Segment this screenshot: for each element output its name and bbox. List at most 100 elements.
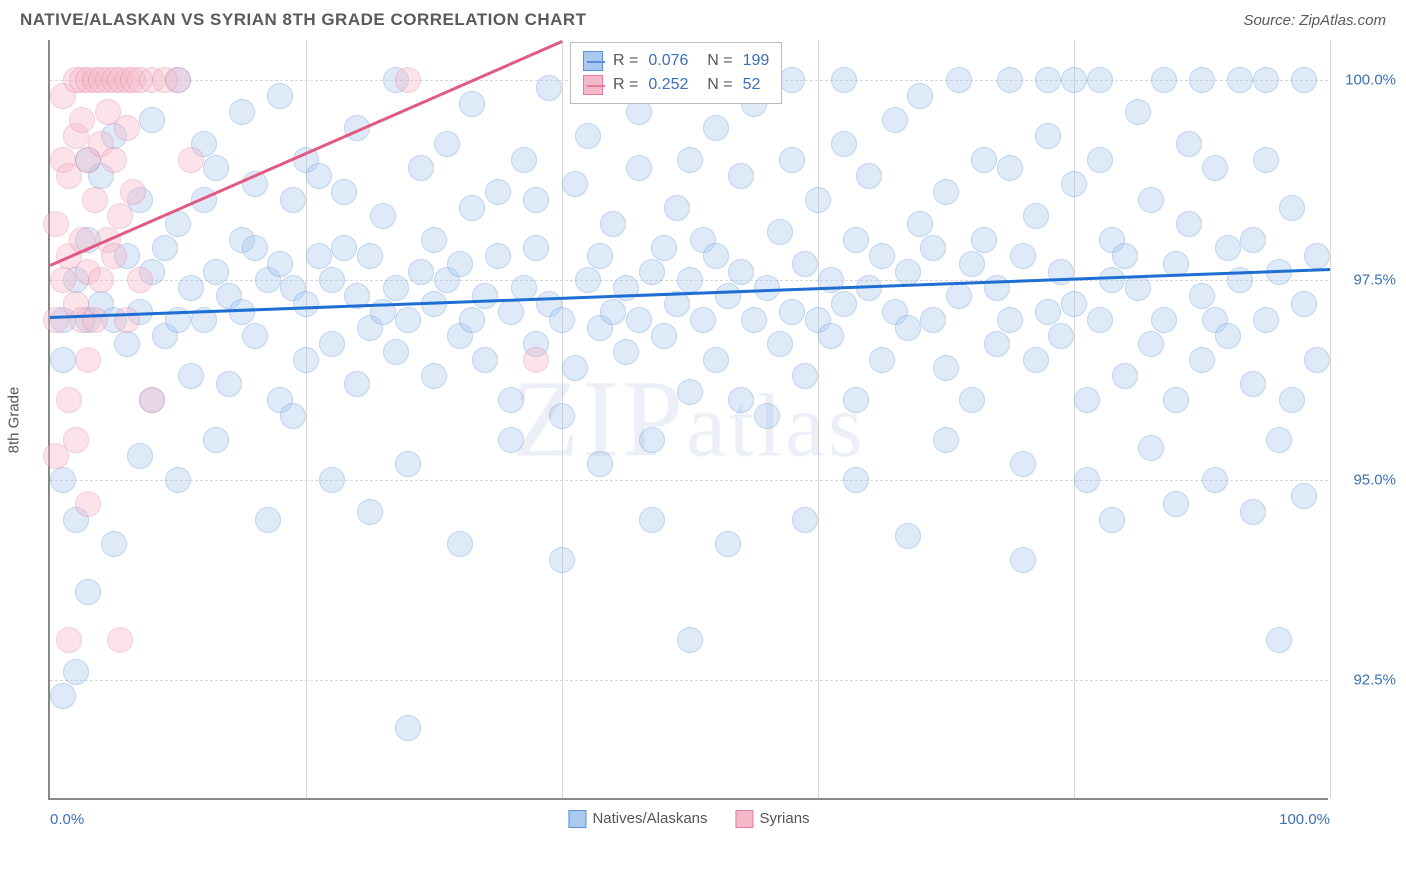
scatter-point <box>767 219 793 245</box>
scatter-point <box>139 387 165 413</box>
scatter-point <box>69 107 95 133</box>
scatter-point <box>728 387 754 413</box>
scatter-point <box>1266 427 1292 453</box>
scatter-point <box>843 387 869 413</box>
scatter-point <box>1010 451 1036 477</box>
scatter-point <box>56 387 82 413</box>
scatter-point <box>1202 467 1228 493</box>
scatter-point <box>677 379 703 405</box>
scatter-point <box>997 307 1023 333</box>
scatter-point <box>959 387 985 413</box>
scatter-point <box>626 307 652 333</box>
scatter-point <box>1189 347 1215 373</box>
scatter-point <box>677 147 703 173</box>
scatter-point <box>907 83 933 109</box>
scatter-point <box>1087 147 1113 173</box>
scatter-point <box>869 347 895 373</box>
stats-row: R = 0.252 N = 52 <box>583 73 769 97</box>
scatter-point <box>395 715 421 741</box>
scatter-point <box>715 531 741 557</box>
scatter-point <box>408 259 434 285</box>
scatter-point <box>1227 67 1253 93</box>
scatter-point <box>485 179 511 205</box>
scatter-point <box>1253 67 1279 93</box>
scatter-point <box>421 227 447 253</box>
scatter-point <box>933 427 959 453</box>
scatter-point <box>523 347 549 373</box>
scatter-point <box>267 83 293 109</box>
scatter-point <box>1061 171 1087 197</box>
scatter-point <box>984 331 1010 357</box>
stats-n-label: N = <box>698 73 732 97</box>
scatter-point <box>728 259 754 285</box>
scatter-point <box>1202 155 1228 181</box>
scatter-point <box>1099 507 1125 533</box>
scatter-point <box>984 275 1010 301</box>
scatter-point <box>792 363 818 389</box>
scatter-point <box>101 531 127 557</box>
scatter-point <box>101 147 127 173</box>
y-tick-label: 95.0% <box>1353 472 1396 489</box>
scatter-point <box>485 243 511 269</box>
stats-n-value: 52 <box>743 73 761 97</box>
scatter-point <box>127 267 153 293</box>
x-tick-label: 0.0% <box>50 811 84 828</box>
scatter-point <box>1253 147 1279 173</box>
scatter-point <box>1240 499 1266 525</box>
scatter-point <box>229 299 255 325</box>
stats-r-value: 0.076 <box>648 49 688 73</box>
scatter-point <box>1266 627 1292 653</box>
scatter-point <box>395 307 421 333</box>
scatter-point <box>82 187 108 213</box>
scatter-point <box>50 347 76 373</box>
scatter-point <box>107 627 133 653</box>
scatter-point <box>1151 307 1177 333</box>
scatter-point <box>178 275 204 301</box>
scatter-point <box>587 451 613 477</box>
legend-item: Syrians <box>736 810 810 828</box>
scatter-point <box>395 451 421 477</box>
scatter-point <box>242 323 268 349</box>
scatter-point <box>549 307 575 333</box>
scatter-point <box>715 283 741 309</box>
scatter-point <box>741 307 767 333</box>
scatter-point <box>1138 331 1164 357</box>
scatter-point <box>370 203 396 229</box>
scatter-point <box>50 267 76 293</box>
scatter-point <box>498 387 524 413</box>
stats-n-label: N = <box>698 49 732 73</box>
scatter-point <box>63 427 89 453</box>
scatter-point <box>107 203 133 229</box>
stats-r-value: 0.252 <box>648 73 688 97</box>
scatter-point <box>664 195 690 221</box>
gridline-v <box>818 40 819 798</box>
scatter-point <box>88 267 114 293</box>
chart-source: Source: ZipAtlas.com <box>1243 12 1386 29</box>
scatter-point <box>319 467 345 493</box>
stats-row: R = 0.076 N = 199 <box>583 49 769 73</box>
scatter-point <box>805 187 831 213</box>
scatter-point <box>677 267 703 293</box>
scatter-point <box>1112 243 1138 269</box>
scatter-point <box>459 307 485 333</box>
scatter-point <box>1138 187 1164 213</box>
scatter-point <box>1240 227 1266 253</box>
scatter-point <box>1291 67 1317 93</box>
scatter-point <box>767 331 793 357</box>
scatter-point <box>82 307 108 333</box>
scatter-point <box>408 155 434 181</box>
scatter-point <box>1163 387 1189 413</box>
scatter-point <box>959 251 985 277</box>
scatter-point <box>43 211 69 237</box>
series-legend: Natives/AlaskansSyrians <box>568 810 809 828</box>
scatter-point <box>1035 299 1061 325</box>
scatter-point <box>1151 67 1177 93</box>
scatter-point <box>357 243 383 269</box>
scatter-point <box>472 347 498 373</box>
scatter-point <box>383 275 409 301</box>
scatter-point <box>843 467 869 493</box>
scatter-plot: ZIPatlas 92.5%95.0%97.5%100.0%0.0%100.0%… <box>48 40 1328 800</box>
scatter-point <box>1061 67 1087 93</box>
scatter-point <box>203 259 229 285</box>
scatter-point <box>165 211 191 237</box>
